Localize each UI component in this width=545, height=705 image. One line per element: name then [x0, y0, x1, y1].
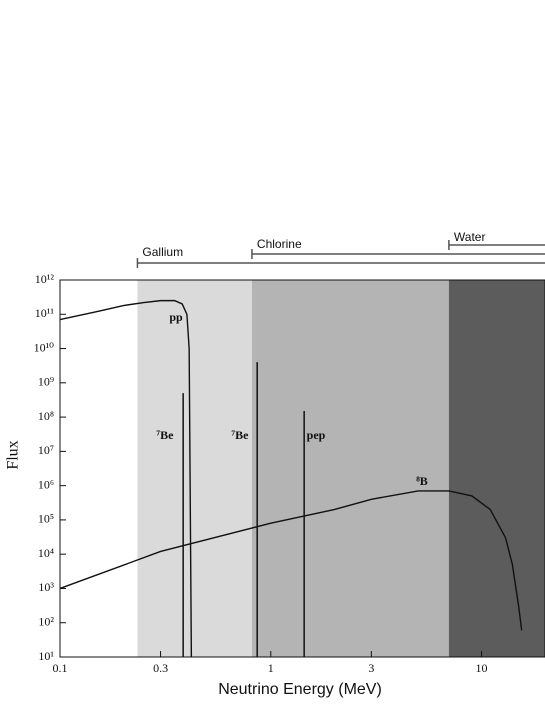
y-tick-label: 10¹	[38, 649, 54, 663]
x-axis-label: Neutrino Energy (MeV)	[218, 681, 382, 698]
plot-frame	[59, 279, 545, 658]
curve-label: pp	[169, 310, 183, 324]
y-tick-label: 10⁶	[38, 477, 54, 491]
region-label: Gallium	[142, 245, 183, 259]
line-label: ⁷Be	[157, 428, 175, 442]
y-tick-label: 10⁷	[38, 443, 54, 457]
y-tick-label: 10¹²	[35, 272, 55, 286]
region-label: Chlorine	[257, 237, 302, 251]
y-tick-label: 10¹⁰	[34, 340, 55, 354]
y-tick-label: 10¹¹	[35, 306, 55, 320]
flux-curve	[59, 490, 523, 631]
y-tick-label: 10⁹	[38, 375, 54, 389]
flux-curve	[59, 299, 193, 658]
region	[251, 280, 449, 657]
x-tick-label: 1	[268, 661, 274, 675]
x-tick-label: 0.3	[153, 661, 168, 675]
region	[137, 280, 252, 657]
x-tick-label: 10	[476, 661, 488, 675]
x-tick-label: 0.1	[53, 661, 68, 675]
x-tick-label: 3	[368, 661, 374, 675]
y-tick-label: 10³	[38, 580, 54, 594]
y-axis-label: Flux	[5, 440, 22, 469]
curve-label: ⁸B	[416, 474, 428, 488]
region-label: Water	[454, 230, 486, 244]
y-tick-label: 10⁴	[38, 546, 54, 560]
line-label: pep	[307, 428, 326, 442]
y-tick-label: 10⁵	[38, 512, 54, 526]
line-label: ⁷Be	[232, 428, 250, 442]
y-tick-label: 10²	[38, 614, 54, 628]
y-tick-label: 10⁸	[38, 409, 54, 423]
region	[448, 280, 545, 657]
